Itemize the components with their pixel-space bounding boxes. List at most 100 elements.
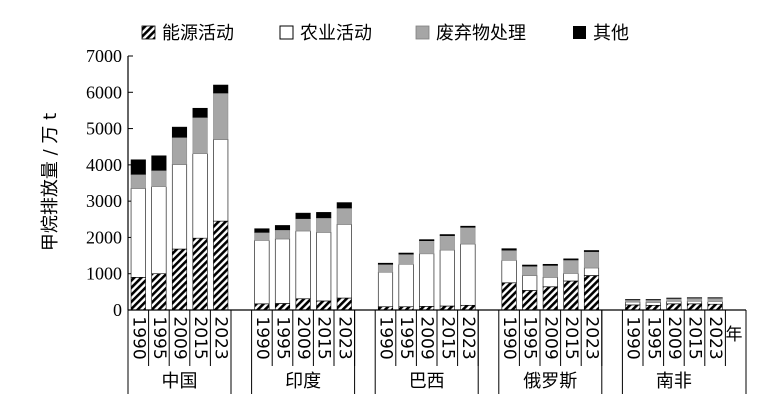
legend-swatch-agriculture (279, 25, 294, 40)
x-year-label: 1990 (252, 316, 272, 359)
x-year-label: 2023 (458, 316, 478, 359)
bar-segment (419, 240, 435, 255)
bar-segment (295, 212, 311, 219)
bar-segment (563, 259, 579, 274)
bar-segment (522, 264, 538, 267)
y-tick-label: 0 (113, 300, 122, 320)
bar-segment (563, 273, 579, 282)
bar-segment (501, 259, 517, 284)
x-year-label: 2023 (705, 316, 725, 359)
bar-segment (398, 253, 414, 265)
bar-segment (130, 188, 146, 278)
bar-segment (583, 251, 600, 269)
bar-segment (336, 207, 352, 225)
bar-segment (254, 232, 270, 241)
legend-swatch-other (573, 26, 586, 39)
bar-segment (460, 226, 476, 245)
bar-segment (254, 228, 270, 233)
bar-segment (171, 126, 188, 138)
bar-segment (151, 170, 167, 187)
bar-segment (707, 301, 723, 305)
x-year-label: 2009 (664, 316, 684, 359)
y-tick-label: 6000 (86, 82, 122, 102)
y-axis-title: 甲烷排放量 / 万 t (40, 113, 61, 251)
bar-segment (522, 290, 538, 311)
legend-label-other: 其他 (593, 23, 629, 44)
x-group-label: 南非 (656, 371, 692, 392)
legend-label-waste: 废弃物处理 (436, 23, 526, 44)
bar-segment (542, 286, 558, 311)
bar-segment (316, 212, 332, 219)
bar-segment (192, 153, 208, 239)
bar-segment (686, 300, 703, 305)
y-tick-label: 2000 (86, 227, 122, 247)
x-year-label: 2009 (170, 316, 190, 359)
bar-segment (151, 186, 167, 275)
x-year-label: 1995 (643, 316, 663, 359)
x-year-label: 2015 (437, 316, 457, 359)
bar-segment (686, 303, 703, 311)
bar-segment (645, 302, 661, 306)
bar-segment (398, 263, 414, 308)
bar-segment (336, 297, 352, 311)
bar-segment (625, 301, 641, 306)
bar-segment (522, 275, 538, 291)
x-year-label: 2015 (190, 316, 210, 359)
bar-segment (439, 249, 455, 307)
bar-segment (583, 275, 600, 311)
bar-segment (295, 298, 311, 311)
bar-segment (419, 239, 435, 242)
x-year-label: 2023 (334, 316, 354, 359)
x-year-label: 1995 (149, 316, 169, 359)
x-year-label: 1990 (623, 316, 643, 359)
bar-segment (377, 262, 394, 265)
bar-segment (151, 155, 167, 171)
bar-segment (254, 303, 270, 311)
bar-segment (192, 237, 208, 311)
bar-segment (563, 280, 579, 311)
bars (130, 84, 723, 311)
bar-segment (542, 263, 558, 266)
bar-segment (398, 252, 414, 255)
x-year-label: 1995 (396, 316, 416, 359)
x-group-label: 俄罗斯 (523, 371, 577, 392)
y-tick-label: 1000 (86, 264, 122, 284)
bar-segment (192, 117, 208, 154)
x-year-label: 1995 (273, 316, 293, 359)
bar-segment (501, 249, 517, 261)
bar-segment (336, 202, 352, 209)
bar-segment (563, 258, 579, 261)
bar-segment (213, 84, 229, 94)
bar-segment (645, 304, 661, 311)
bar-segment (501, 282, 517, 311)
x-year-label: 2015 (561, 316, 581, 359)
bar-segment (377, 271, 394, 308)
bar-segment (130, 277, 146, 311)
bar-segment (130, 159, 146, 175)
y-tick-label: 3000 (86, 191, 122, 211)
x-group-label: 中国 (162, 371, 198, 392)
bar-segment (645, 299, 661, 303)
x-year-label: 1990 (499, 316, 519, 359)
bar-segment (316, 217, 332, 233)
bar-segment (274, 303, 291, 311)
x-axis-title: 年 (726, 325, 743, 345)
y-tick-label: 4000 (86, 155, 122, 175)
bar-segment (130, 173, 146, 189)
bar-segment (686, 297, 703, 302)
bar-segment (171, 164, 188, 250)
bar-segment (522, 265, 538, 276)
bar-segment (213, 220, 229, 311)
bar-segment (316, 300, 332, 311)
legend: 能源活动 农业活动 废弃物处理 其他 (141, 23, 629, 44)
bar-segment (316, 232, 332, 302)
x-group-label: 巴西 (409, 371, 445, 392)
bar-segment (377, 263, 394, 273)
bar-segment (274, 229, 291, 240)
bar-segment (192, 107, 208, 118)
bar-segment (274, 225, 291, 231)
bar-segment (336, 224, 352, 299)
bar-segment (460, 304, 476, 311)
y-tick-label: 7000 (86, 46, 122, 66)
x-year-label: 1990 (128, 316, 148, 359)
